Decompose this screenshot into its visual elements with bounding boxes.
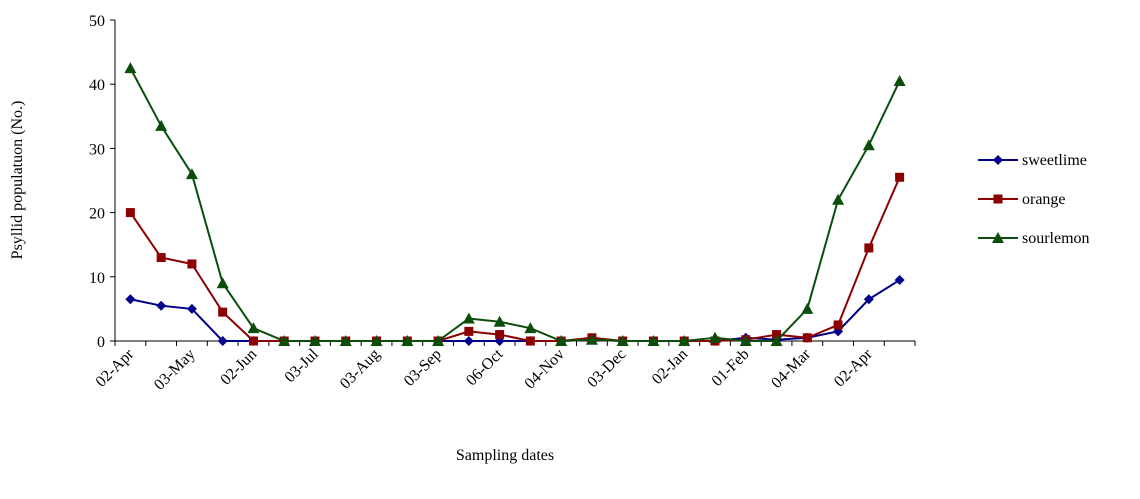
marker xyxy=(462,312,475,324)
marker xyxy=(993,194,1003,204)
marker xyxy=(187,259,197,269)
marker xyxy=(278,335,291,346)
x-tick-label: 03-Aug xyxy=(337,346,384,393)
marker xyxy=(125,294,136,305)
marker xyxy=(524,322,537,334)
marker xyxy=(463,336,474,346)
marker xyxy=(309,335,321,346)
marker xyxy=(216,277,229,289)
x-tick-label: 03-Jul xyxy=(282,345,323,386)
x-tick-label: 04-Nov xyxy=(521,346,568,393)
marker xyxy=(401,335,414,346)
x-tick-label: 03-May xyxy=(151,346,199,394)
legend-label: sourlemon xyxy=(1022,230,1090,247)
y-tick-label: 0 xyxy=(97,334,105,351)
x-tick-label: 06-Oct xyxy=(463,345,507,389)
marker xyxy=(525,336,535,346)
marker xyxy=(770,335,783,346)
series-line xyxy=(129,67,901,343)
marker xyxy=(495,330,505,340)
y-tick-label: 10 xyxy=(89,270,105,287)
series-line xyxy=(129,176,901,342)
marker xyxy=(832,193,845,205)
marker xyxy=(156,253,166,263)
marker xyxy=(555,335,568,346)
marker xyxy=(893,74,906,86)
legend-label: orange xyxy=(1022,191,1066,208)
marker xyxy=(862,139,875,151)
x-tick-label: 03-Dec xyxy=(584,346,629,391)
marker xyxy=(802,333,812,343)
marker xyxy=(678,335,691,346)
marker xyxy=(585,333,598,345)
y-tick-label: 20 xyxy=(89,206,105,223)
marker xyxy=(370,335,383,346)
legend-label: sweetlime xyxy=(1022,152,1087,169)
y-tick-label: 30 xyxy=(89,141,105,158)
marker xyxy=(156,300,167,311)
x-tick-label: 02-Jun xyxy=(217,346,260,389)
marker xyxy=(247,322,260,334)
marker xyxy=(647,335,660,346)
marker xyxy=(248,336,258,346)
marker xyxy=(217,336,228,346)
x-tick-label: 02-Apr xyxy=(93,345,138,390)
x-tick-label: 02-Apr xyxy=(831,345,876,390)
marker xyxy=(992,232,1004,243)
marker xyxy=(739,335,752,346)
marker xyxy=(833,320,843,330)
marker xyxy=(339,335,352,346)
marker xyxy=(894,275,905,286)
marker xyxy=(772,330,782,340)
marker xyxy=(493,315,506,327)
marker xyxy=(185,168,198,180)
marker xyxy=(709,331,721,343)
marker xyxy=(863,294,874,305)
marker xyxy=(993,155,1003,165)
marker xyxy=(801,302,814,314)
x-tick-label: 02-Jan xyxy=(649,346,691,388)
marker xyxy=(864,243,874,253)
y-tick-label: 50 xyxy=(89,13,105,30)
x-tick-label: 04-Mar xyxy=(768,345,814,391)
marker xyxy=(616,335,629,346)
marker xyxy=(125,208,135,218)
x-tick-label: 03-Sep xyxy=(401,346,445,390)
marker xyxy=(124,62,137,74)
marker xyxy=(218,307,228,317)
y-tick-label: 40 xyxy=(89,77,105,94)
marker xyxy=(464,326,474,336)
marker xyxy=(186,303,197,314)
x-axis-title: Sampling dates xyxy=(456,447,554,464)
marker xyxy=(432,335,445,346)
marker xyxy=(895,172,905,182)
x-tick-label: 01-Feb xyxy=(709,346,753,390)
marker xyxy=(155,119,168,131)
y-axis-title: Psyllid populatuon (No.) xyxy=(9,101,26,260)
